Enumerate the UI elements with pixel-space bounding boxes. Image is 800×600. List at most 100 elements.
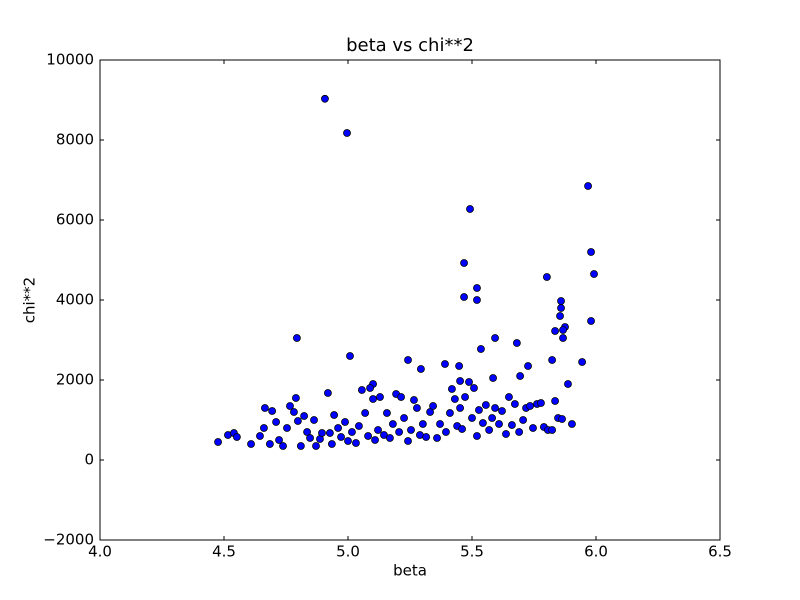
point [433,434,441,442]
point [590,270,598,278]
point [404,437,412,445]
point [279,442,287,450]
point [473,296,481,304]
point [529,424,537,432]
point [383,409,391,417]
point [551,327,559,335]
point [448,385,456,393]
point [479,419,487,427]
point [524,362,532,370]
point [495,420,503,428]
point [300,412,309,420]
point [450,395,459,403]
y-axis-label: chi**2 [21,277,39,323]
point [556,312,564,320]
x-tick-label: 6.5 [708,543,732,561]
point [283,424,291,432]
point [446,409,454,417]
point [337,433,345,441]
x-tick-label: 6.0 [584,543,608,561]
point [491,404,499,412]
y-tick-label: 2000 [56,371,94,389]
point [505,393,513,401]
point [456,377,464,385]
y-tick-label: 6000 [56,211,94,229]
point [310,416,318,424]
point [526,402,534,410]
point [214,438,222,446]
point [542,273,551,281]
point [559,334,567,342]
point [265,440,274,448]
point [321,94,329,103]
point [548,426,557,434]
point [557,304,565,312]
point [511,400,519,408]
point [256,432,264,440]
point [516,372,525,380]
point [346,352,354,360]
y-tick-label: 8000 [56,131,94,149]
point [460,259,468,267]
point [369,395,377,403]
point [371,436,379,444]
point [578,358,587,366]
point [404,356,412,364]
point [584,182,592,190]
x-tick-label: 5.5 [460,543,484,561]
point [587,248,595,256]
point [488,414,496,422]
plot-frame [99,59,721,541]
point [477,345,485,353]
point [564,380,572,388]
point [296,442,305,450]
point [417,365,425,373]
point [355,422,363,430]
point [352,439,360,447]
y-tick-label: 4000 [56,291,94,309]
point [455,362,464,370]
x-tick-label: 4.0 [88,543,112,561]
point [327,440,336,448]
point [260,424,268,432]
point [458,425,466,433]
point [489,374,497,382]
point [475,406,483,414]
point [465,378,473,386]
point [559,326,567,334]
point [429,402,437,410]
point [442,428,450,436]
point [275,436,283,444]
point [306,434,314,442]
point [294,417,302,425]
point [551,397,559,405]
x-axis-label: beta [393,562,427,580]
point [498,407,506,415]
point [473,432,481,440]
point [232,433,241,441]
y-tick-label: 0 [84,451,94,469]
point [344,437,352,445]
point [388,420,397,428]
point [422,433,431,441]
point [466,205,474,213]
point [330,411,339,419]
x-tick-label: 4.5 [212,543,236,561]
point [548,356,557,364]
point [290,408,298,416]
point [286,402,294,410]
point [587,317,595,325]
point [376,393,384,401]
point [395,428,403,436]
point [473,284,481,292]
point [374,426,382,434]
point [436,420,444,428]
point [491,334,499,342]
point [460,293,468,301]
point [407,426,415,434]
point [357,386,366,394]
point [512,339,521,347]
point [292,394,300,402]
point [312,442,320,450]
